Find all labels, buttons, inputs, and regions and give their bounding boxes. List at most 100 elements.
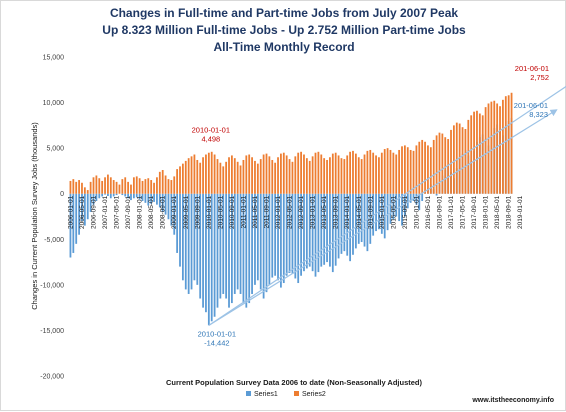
- series1-bar: [236, 193, 239, 290]
- series2-bar: [121, 179, 124, 194]
- series1-bar: [231, 193, 233, 304]
- series1-bar: [95, 193, 98, 201]
- x-tick-label: 2008-09-01: [160, 195, 167, 229]
- trendline: [208, 85, 566, 326]
- series2-bar: [429, 147, 432, 194]
- series2-bar: [418, 141, 421, 194]
- x-axis-title: Current Population Survey Data 2006 to d…: [166, 378, 423, 387]
- series1-bar: [303, 193, 305, 272]
- x-tick-label: 2015-05-01: [390, 195, 397, 229]
- series1-bar: [268, 193, 271, 285]
- series1-bar: [285, 193, 288, 276]
- y-tick-label: -20,000: [40, 374, 64, 381]
- series1-bar: [205, 193, 207, 313]
- x-tick-label: 2014-05-01: [356, 195, 363, 229]
- series1-bar: [69, 193, 72, 258]
- x-tick-label: 2010-01-01: [206, 195, 213, 229]
- series2-bar: [412, 150, 415, 194]
- series1-bar: [167, 193, 170, 220]
- series1-bar: [294, 193, 297, 279]
- series2-bar: [473, 111, 475, 194]
- y-tick-label: 0: [60, 191, 64, 198]
- series2-bar: [158, 171, 161, 194]
- y-tick-label: -5,000: [44, 237, 64, 244]
- series2-bar: [340, 158, 343, 194]
- series2-bar: [285, 155, 288, 194]
- legend-swatch: [246, 391, 251, 396]
- x-tick-label: 2011-09-01: [263, 195, 270, 228]
- series1-bar: [86, 193, 89, 220]
- series2-bar: [334, 152, 337, 194]
- series2-bar: [403, 145, 406, 194]
- series2-bar: [461, 127, 464, 194]
- series2-bar: [357, 157, 360, 194]
- series1-bar: [380, 193, 383, 234]
- series1-bar: [409, 193, 412, 203]
- series2-bar: [251, 157, 253, 194]
- series1-bar: [375, 193, 377, 232]
- x-tick-label: 2011-05-01: [252, 195, 259, 228]
- series1-bar: [92, 193, 95, 205]
- series1-bar: [357, 193, 360, 244]
- series1-bar: [360, 193, 363, 243]
- series1-bar: [158, 193, 161, 208]
- x-tick-label: 2007-01-01: [102, 195, 109, 229]
- series2-bar: [383, 149, 386, 194]
- x-tick-label: 2006-05-01: [79, 195, 86, 229]
- series2-bar: [196, 159, 199, 194]
- x-tick-label: 2012-05-01: [287, 195, 294, 229]
- series2-bar: [190, 156, 193, 194]
- series2-bar: [262, 154, 265, 194]
- series2-bar: [320, 154, 323, 194]
- series1-bar: [210, 193, 213, 322]
- series2-bar: [464, 129, 467, 194]
- series2-bar: [372, 152, 375, 194]
- y-tick-label: 15,000: [43, 55, 65, 62]
- series2-bar: [432, 139, 435, 194]
- series2-bar: [181, 163, 184, 194]
- series1-bar: [259, 193, 262, 290]
- series1-bar: [239, 193, 242, 294]
- y-tick-label: -15,000: [40, 328, 64, 335]
- x-tick-label: 2016-05-01: [425, 195, 432, 229]
- series2-bar: [392, 152, 395, 194]
- data-label: 4,498: [201, 135, 220, 144]
- x-tick-label: 2016-01-01: [413, 195, 420, 229]
- series2-bar: [490, 101, 493, 194]
- series1-bar: [340, 193, 343, 254]
- series2-bar: [435, 135, 438, 194]
- series2-bar: [78, 180, 80, 194]
- series1-bar: [107, 193, 109, 196]
- series1-bar: [265, 193, 268, 293]
- x-tick-label: 2008-05-01: [148, 195, 155, 229]
- x-tick-label: 2014-01-01: [344, 195, 351, 229]
- series2-bar: [378, 157, 380, 194]
- series2-bar: [380, 152, 383, 194]
- series1-bar: [207, 193, 210, 326]
- legend-swatch: [294, 391, 299, 396]
- series2-bar: [112, 180, 115, 194]
- series2-bar: [415, 145, 418, 194]
- series2-bar: [343, 159, 346, 194]
- series2-bar: [216, 159, 219, 194]
- series1-bar: [81, 193, 83, 222]
- x-tick-label: 2018-09-01: [506, 195, 513, 229]
- series2-bar: [138, 178, 141, 194]
- series2-bar: [199, 162, 202, 194]
- series1-bar: [199, 193, 202, 299]
- x-axis-ticks: 2006-01-01 2006-05-01 2006-09-01 2007-01-01…: [67, 195, 524, 229]
- series1-bar: [254, 193, 256, 285]
- x-tick-label: 2018-01-01: [483, 195, 490, 229]
- series2-bar: [69, 180, 72, 194]
- series1-bar: [187, 193, 190, 294]
- series2-bar: [248, 154, 251, 194]
- x-tick-label: 2017-05-01: [460, 195, 467, 229]
- series2-bar: [389, 149, 392, 194]
- series1-bar: [225, 193, 228, 299]
- series2-bar: [213, 154, 216, 194]
- series2-bar: [144, 179, 147, 194]
- series1-bar: [228, 193, 230, 308]
- series2-bar: [303, 154, 305, 194]
- series1-bar: [317, 193, 320, 273]
- series2-bar: [438, 132, 441, 194]
